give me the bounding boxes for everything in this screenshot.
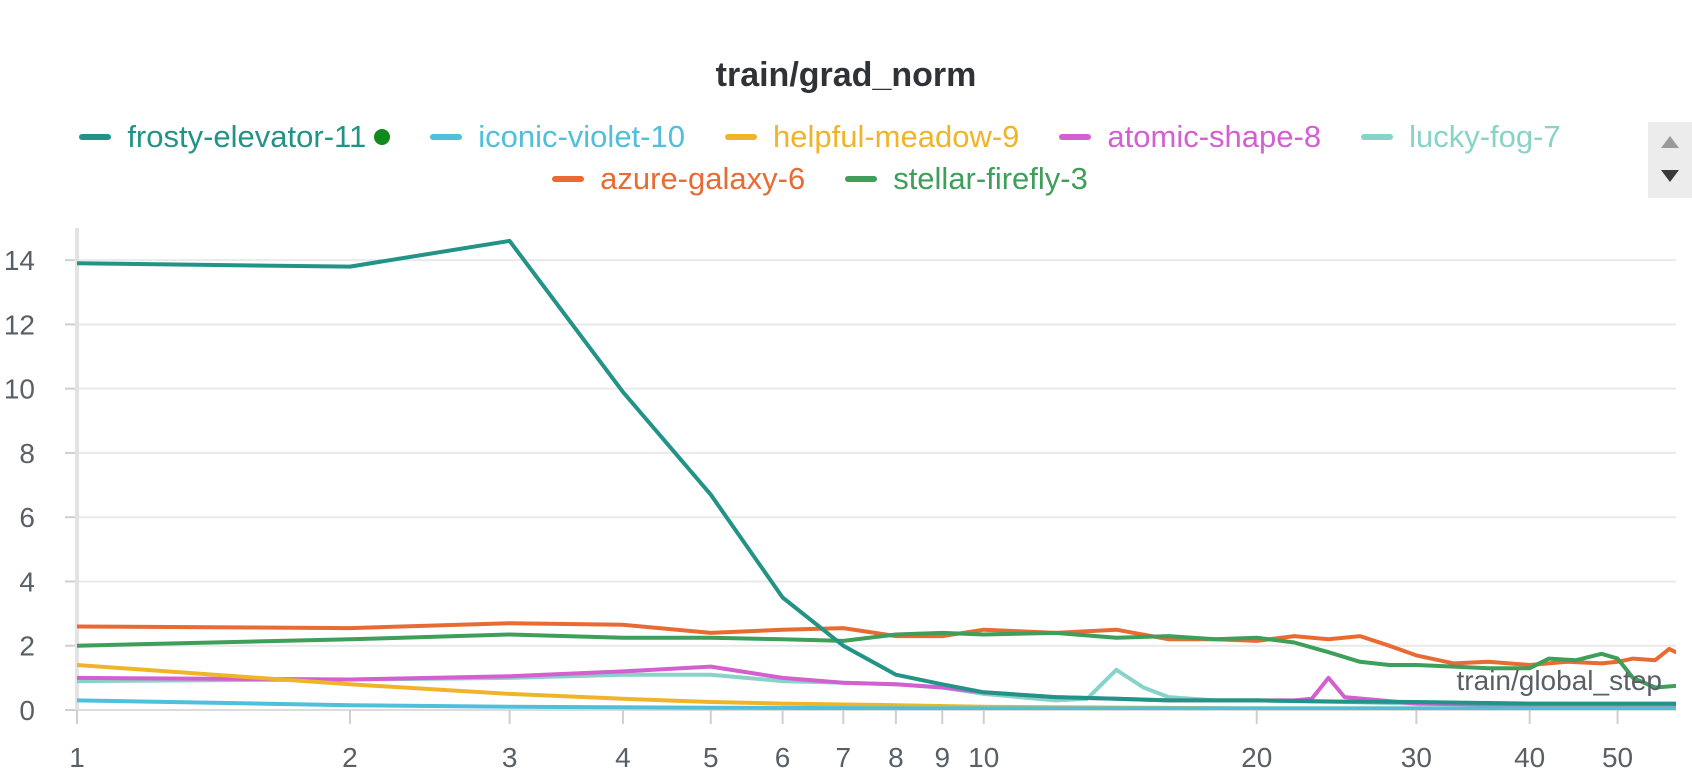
x-tick-label: 1 bbox=[69, 742, 85, 773]
legend-item[interactable]: helpful-meadow-9 bbox=[724, 119, 1020, 155]
legend-item[interactable]: atomic-shape-8 bbox=[1059, 119, 1321, 155]
legend-swatch bbox=[430, 134, 463, 140]
x-tick-label: 50 bbox=[1602, 742, 1633, 773]
y-tick-label: 6 bbox=[19, 502, 35, 533]
chart-title: train/grad_norm bbox=[715, 56, 977, 94]
series-line-stellar-firefly-3[interactable] bbox=[77, 630, 1676, 690]
x-tick-label: 10 bbox=[968, 742, 999, 773]
legend-swatch bbox=[552, 176, 585, 182]
legend-row: frosty-elevator-11 iconic-violet-10 helpfu… bbox=[0, 116, 1640, 158]
legend-label: lucky-fog-7 bbox=[1409, 119, 1561, 154]
series-line-iconic-violet-10[interactable] bbox=[77, 698, 1676, 710]
scroll-up-arrow-icon[interactable] bbox=[1661, 136, 1679, 148]
y-tick-label: 10 bbox=[4, 374, 35, 405]
legend: frosty-elevator-11 iconic-violet-10 helpfu… bbox=[0, 116, 1640, 200]
series-layer bbox=[77, 238, 1676, 710]
legend-label: azure-galaxy-6 bbox=[600, 161, 806, 196]
x-tick-label: 20 bbox=[1241, 742, 1272, 773]
legend-label: helpful-meadow-9 bbox=[772, 119, 1020, 154]
grid-layer bbox=[77, 259, 1676, 711]
x-tick-label: 30 bbox=[1401, 742, 1432, 773]
legend-item[interactable]: lucky-fog-7 bbox=[1361, 119, 1561, 155]
y-tick-label: 8 bbox=[19, 438, 35, 469]
legend-swatch bbox=[79, 134, 112, 140]
legend-swatch bbox=[845, 176, 878, 182]
legend-swatch bbox=[724, 134, 757, 140]
legend-scroll-control[interactable] bbox=[1648, 122, 1692, 198]
running-status-icon bbox=[374, 129, 391, 145]
x-tick-label: 6 bbox=[775, 742, 791, 773]
legend-label: atomic-shape-8 bbox=[1107, 119, 1322, 154]
x-tick-label: 3 bbox=[502, 742, 518, 773]
series-line-frosty-elevator-11[interactable] bbox=[77, 238, 1676, 706]
series-line-azure-galaxy-6[interactable] bbox=[77, 621, 1676, 667]
y-tick-label: 0 bbox=[19, 695, 35, 726]
y-tick-label: 12 bbox=[4, 309, 35, 340]
legend-label: iconic-violet-10 bbox=[478, 119, 685, 154]
legend-swatch bbox=[1059, 134, 1092, 140]
y-tick-label: 4 bbox=[19, 566, 35, 597]
legend-label: frosty-elevator-11 bbox=[127, 119, 367, 154]
x-tick-label: 4 bbox=[615, 742, 631, 773]
y-tick-label: 14 bbox=[4, 245, 35, 276]
legend-item[interactable]: stellar-firefly-3 bbox=[845, 161, 1088, 197]
legend-item[interactable]: iconic-violet-10 bbox=[430, 119, 685, 155]
y-tick-label: 2 bbox=[19, 631, 35, 662]
x-tick-label: 9 bbox=[934, 742, 950, 773]
legend-row: azure-galaxy-6 stellar-firefly-3 bbox=[0, 158, 1640, 200]
x-tick-label: 7 bbox=[836, 742, 852, 773]
scroll-down-arrow-icon[interactable] bbox=[1661, 170, 1679, 182]
legend-swatch bbox=[1361, 134, 1394, 140]
x-tick-label: 2 bbox=[342, 742, 358, 773]
x-tick-label: 8 bbox=[888, 742, 904, 773]
legend-label: stellar-firefly-3 bbox=[893, 161, 1088, 196]
legend-item[interactable]: frosty-elevator-11 bbox=[79, 119, 391, 155]
series-line-lucky-fog-7[interactable] bbox=[77, 667, 1676, 708]
x-tick-label: 5 bbox=[703, 742, 719, 773]
legend-item[interactable]: azure-galaxy-6 bbox=[552, 161, 805, 197]
x-axis-label: train/global_step bbox=[1457, 665, 1662, 696]
x-tick-label: 40 bbox=[1514, 742, 1545, 773]
